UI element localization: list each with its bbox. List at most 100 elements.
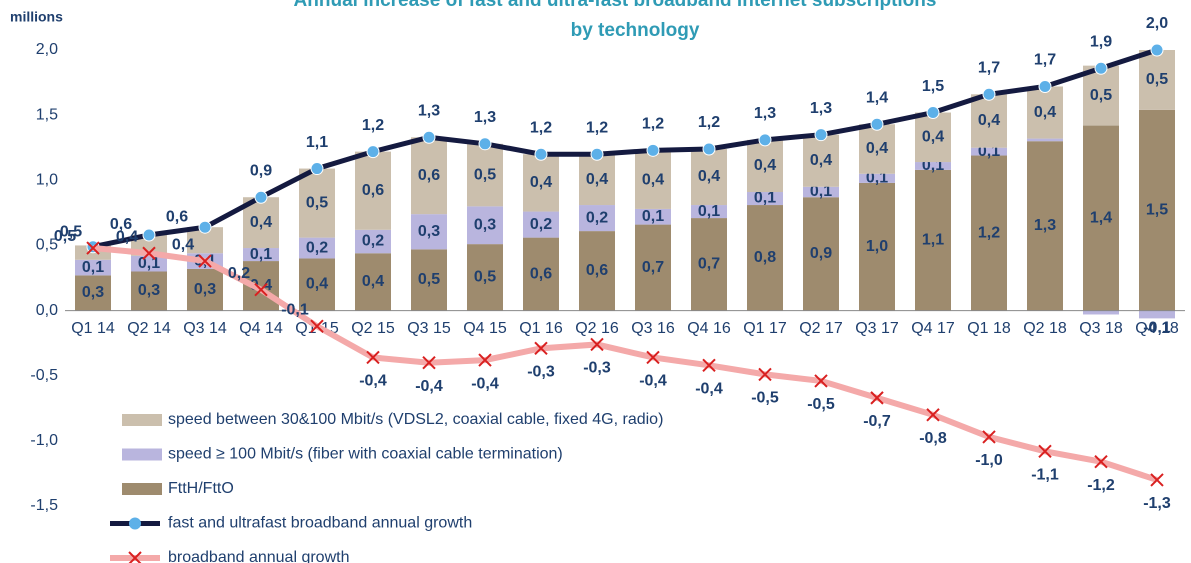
data-label: 1,2 (586, 119, 608, 136)
legend-label: fast and ultrafast broadband annual grow… (168, 515, 472, 532)
line-marker (198, 220, 212, 234)
data-label: -0,4 (639, 373, 667, 390)
data-label: -0,3 (583, 360, 611, 377)
data-label: 0,9 (250, 162, 272, 179)
data-label: 0,4 (810, 152, 832, 169)
bar-segment (859, 124, 895, 174)
data-label: -0,1 (281, 301, 309, 318)
line-marker (814, 128, 828, 142)
bar-segment (635, 151, 671, 209)
bar-segment (75, 259, 111, 276)
data-label: 1,3 (1034, 217, 1056, 234)
data-label: 0,4 (530, 174, 552, 191)
bar-segment (747, 192, 783, 206)
y-tick-label: 0,5 (36, 237, 58, 254)
y-tick-label: -0,5 (30, 367, 58, 384)
y-tick-label: -1,0 (30, 432, 58, 449)
legend-label: speed ≥ 100 Mbit/s (fiber with coaxial c… (168, 446, 563, 463)
line-marker (590, 147, 604, 161)
data-label: 0,1 (754, 190, 776, 207)
line-marker (86, 241, 100, 255)
data-label: 0,5 (1146, 71, 1168, 88)
data-label: 1,7 (978, 60, 1000, 77)
data-label: 0,5 (474, 269, 496, 286)
line-series (92, 47, 1158, 250)
y-tick-label: 1,5 (36, 106, 58, 123)
data-label: 1,1 (922, 231, 944, 248)
x-tick-label: Q4 15 (463, 320, 507, 337)
data-label: 0,4 (586, 171, 608, 188)
x-tick-label: Q2 16 (575, 320, 619, 337)
data-label: 1,0 (866, 238, 888, 255)
bar-segment (299, 168, 335, 238)
data-label: 0,5 (418, 271, 440, 288)
bar-segment (579, 205, 615, 232)
line-marker (758, 367, 772, 382)
bar-segment (299, 258, 335, 311)
line-marker (646, 143, 660, 157)
line-marker (814, 374, 828, 388)
data-label: 1,3 (810, 100, 832, 117)
bar-segment (747, 205, 783, 311)
x-tick-label: Q3 17 (855, 320, 899, 337)
y-tick-label: 1,0 (36, 172, 58, 189)
data-label: -0,1 (1143, 320, 1171, 337)
line-marker (1094, 454, 1108, 469)
data-label: -1,1 (1031, 466, 1059, 483)
data-label: 0,4 (116, 228, 138, 245)
data-label: 0,8 (754, 249, 776, 266)
data-label: 1,7 (1034, 52, 1056, 69)
line-marker (1150, 473, 1164, 487)
data-label: -0,4 (695, 381, 723, 398)
line-marker (646, 350, 660, 365)
bar-segment (523, 154, 559, 212)
data-label: 0,6 (362, 182, 384, 199)
bar-segment (579, 231, 615, 311)
data-label: 0,6 (530, 265, 552, 282)
data-label: 1,2 (530, 119, 552, 136)
x-tick-label: Q1 16 (519, 320, 563, 337)
data-label: 0,5 (60, 223, 82, 240)
data-label: 0,2 (228, 265, 250, 282)
bar-segment (75, 275, 111, 311)
bar-segment (635, 208, 671, 225)
bar-segment (411, 137, 447, 215)
bar-segment (355, 229, 391, 254)
data-label: 1,3 (418, 103, 440, 120)
x-tick-label: Q4 18 (1135, 320, 1179, 337)
y-tick-label: -1,5 (30, 497, 58, 514)
legend-label: FttH/FttO (168, 480, 234, 497)
data-label: 1,3 (474, 109, 496, 126)
data-label: 0,4 (642, 172, 664, 189)
y-tick-label: 2,0 (36, 41, 58, 58)
line-marker (702, 142, 716, 156)
bar-segment (859, 182, 895, 311)
line-marker (982, 87, 996, 101)
data-label: 0,3 (474, 216, 496, 233)
data-label: -0,5 (751, 390, 779, 407)
bar-segment (1027, 86, 1063, 139)
x-tick-label: Q3 18 (1079, 320, 1123, 337)
line-marker (702, 358, 716, 372)
line-marker (422, 130, 436, 144)
data-label: 0,6 (586, 262, 608, 279)
data-label: 0,1 (250, 246, 272, 263)
bar-segment (971, 155, 1007, 311)
legend-label: speed between 30&100 Mbit/s (VDSL2, coax… (168, 411, 663, 428)
line-marker (1038, 79, 1052, 93)
line-marker (422, 355, 436, 370)
line-marker (982, 430, 996, 444)
x-tick-label: Q2 18 (1023, 320, 1067, 337)
line-marker (1094, 61, 1108, 75)
x-tick-label: Q4 16 (687, 320, 731, 337)
data-label: 0,5 (1090, 87, 1112, 104)
bar-segment (859, 173, 895, 183)
bar-segment (1027, 138, 1063, 142)
line-marker (534, 341, 548, 356)
data-label: 0,4 (922, 129, 944, 146)
line-marker (590, 337, 604, 352)
legend-swatch (122, 414, 162, 426)
data-label: 0,4 (978, 112, 1000, 129)
bar-segment (915, 112, 951, 163)
bar-segment (187, 268, 223, 311)
